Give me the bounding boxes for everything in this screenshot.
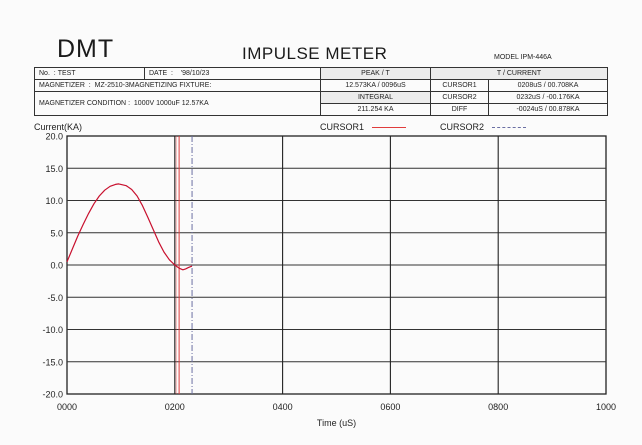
magnetizer-label: MAGNETIZER bbox=[39, 82, 85, 89]
diff-label: DIFF bbox=[430, 103, 489, 116]
legend-cursor2-swatch bbox=[491, 127, 526, 129]
magnetizer-value: MZ-2510-3MAGNETIZING FIXTURE: bbox=[94, 82, 212, 89]
no-value: TEST bbox=[57, 70, 76, 77]
y-tick-label: 20.0 bbox=[45, 132, 63, 142]
x-tick-label: 0800 bbox=[488, 402, 508, 412]
peak-header: PEAK / T bbox=[320, 67, 431, 80]
x-tick-label: 0000 bbox=[57, 402, 77, 412]
no-label: No. bbox=[39, 70, 50, 77]
y-tick-label: -10.0 bbox=[42, 325, 63, 335]
y-tick-label: -5.0 bbox=[47, 293, 63, 303]
y-tick-label: 5.0 bbox=[50, 228, 63, 238]
y-axis-label: Current(KA) bbox=[34, 122, 83, 132]
legend-cursor2-label: CURSOR2 bbox=[440, 122, 485, 132]
diff-value: -0024uS / 00.878KA bbox=[488, 103, 608, 116]
model-number: MODEL IPM-446A bbox=[494, 54, 552, 61]
condition-label: MAGNETIZER CONDITION bbox=[39, 100, 127, 107]
page-title: IMPULSE METER bbox=[242, 44, 388, 63]
x-axis-title: Time (uS) bbox=[317, 418, 356, 428]
condition-value: 1000V 1000uF 12.57KA bbox=[133, 100, 209, 107]
condition-cell: MAGNETIZER CONDITION : 1000V 1000uF 12.5… bbox=[34, 91, 321, 116]
y-tick-label: 0.0 bbox=[50, 261, 63, 271]
legend-cursor1: CURSOR1 bbox=[320, 122, 406, 132]
series-line bbox=[66, 183, 193, 271]
y-tick-label: 15.0 bbox=[45, 164, 63, 174]
date-value: '98/10/23 bbox=[180, 70, 210, 77]
x-tick-label: 0600 bbox=[380, 402, 400, 412]
y-tick-label: -15.0 bbox=[42, 357, 63, 367]
info-table: No. : TEST DATE : '98/10/23 PEAK / T T /… bbox=[34, 67, 608, 116]
legend-cursor2: CURSOR2 bbox=[440, 122, 526, 132]
y-tick-label: 10.0 bbox=[45, 196, 63, 206]
brand-logo: DMT bbox=[57, 35, 115, 63]
x-tick-label: 1000 bbox=[596, 402, 616, 412]
date-label: DATE bbox=[149, 70, 168, 77]
y-tick-label: -20.0 bbox=[42, 390, 63, 400]
x-tick-label: 0400 bbox=[273, 402, 293, 412]
legend-cursor1-label: CURSOR1 bbox=[320, 122, 365, 132]
x-tick-label: 0200 bbox=[165, 402, 185, 412]
legend-cursor1-swatch bbox=[371, 127, 406, 129]
